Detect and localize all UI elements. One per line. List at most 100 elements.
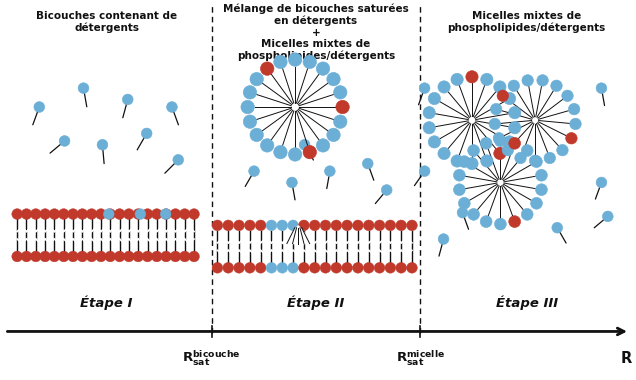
Ellipse shape xyxy=(438,81,450,93)
Ellipse shape xyxy=(336,100,349,114)
Ellipse shape xyxy=(250,128,263,142)
Ellipse shape xyxy=(494,218,506,230)
Ellipse shape xyxy=(352,220,363,231)
Ellipse shape xyxy=(21,209,32,219)
Ellipse shape xyxy=(481,155,493,167)
Text: $\mathbf{R}$: $\mathbf{R}$ xyxy=(620,350,633,366)
Ellipse shape xyxy=(288,53,302,66)
Ellipse shape xyxy=(363,263,374,273)
Ellipse shape xyxy=(509,106,521,119)
Text: Étape I: Étape I xyxy=(80,296,133,310)
Ellipse shape xyxy=(502,144,514,156)
Ellipse shape xyxy=(385,263,396,273)
Ellipse shape xyxy=(508,80,520,92)
Ellipse shape xyxy=(522,209,533,220)
Ellipse shape xyxy=(170,209,181,219)
Ellipse shape xyxy=(189,251,200,262)
Ellipse shape xyxy=(562,90,573,101)
Ellipse shape xyxy=(316,139,329,152)
Ellipse shape xyxy=(529,155,541,166)
Text: Bicouches contenant de
détergents: Bicouches contenant de détergents xyxy=(36,11,177,33)
Ellipse shape xyxy=(331,263,342,273)
Ellipse shape xyxy=(277,220,287,231)
Ellipse shape xyxy=(494,81,506,93)
Ellipse shape xyxy=(342,220,352,231)
Ellipse shape xyxy=(565,133,577,144)
Ellipse shape xyxy=(493,133,504,144)
Ellipse shape xyxy=(170,251,181,262)
Ellipse shape xyxy=(179,251,190,262)
Polygon shape xyxy=(282,226,314,244)
Ellipse shape xyxy=(327,73,340,86)
Ellipse shape xyxy=(244,220,255,231)
Ellipse shape xyxy=(303,55,317,69)
Ellipse shape xyxy=(494,147,506,160)
Ellipse shape xyxy=(481,73,493,86)
Ellipse shape xyxy=(59,251,69,262)
Ellipse shape xyxy=(12,209,22,219)
Ellipse shape xyxy=(105,209,116,219)
Ellipse shape xyxy=(86,251,97,262)
Ellipse shape xyxy=(480,138,492,149)
Text: Mélange de bicouches saturées
en détergents
+
Micelles mixtes de
phospholipides/: Mélange de bicouches saturées en déterge… xyxy=(223,3,409,62)
Ellipse shape xyxy=(530,156,543,168)
Ellipse shape xyxy=(438,147,450,160)
Ellipse shape xyxy=(277,263,287,273)
Ellipse shape xyxy=(273,55,287,69)
Ellipse shape xyxy=(466,71,478,83)
Ellipse shape xyxy=(12,251,22,262)
Ellipse shape xyxy=(266,220,277,231)
Ellipse shape xyxy=(480,216,492,228)
Ellipse shape xyxy=(67,251,78,262)
Ellipse shape xyxy=(556,144,568,156)
Ellipse shape xyxy=(522,145,533,157)
Ellipse shape xyxy=(490,103,502,115)
Ellipse shape xyxy=(250,73,263,86)
Ellipse shape xyxy=(504,136,516,148)
Ellipse shape xyxy=(104,209,114,219)
Ellipse shape xyxy=(363,158,373,169)
Ellipse shape xyxy=(316,62,329,75)
Ellipse shape xyxy=(494,135,506,147)
Ellipse shape xyxy=(480,162,521,203)
Ellipse shape xyxy=(536,169,548,181)
Ellipse shape xyxy=(530,197,543,209)
Ellipse shape xyxy=(536,184,548,196)
Ellipse shape xyxy=(552,222,563,233)
Ellipse shape xyxy=(467,145,480,157)
Ellipse shape xyxy=(303,146,317,159)
Ellipse shape xyxy=(309,263,320,273)
Ellipse shape xyxy=(544,152,555,164)
Ellipse shape xyxy=(272,84,319,130)
Ellipse shape xyxy=(243,115,257,128)
Ellipse shape xyxy=(451,99,494,141)
Ellipse shape xyxy=(352,263,363,273)
Ellipse shape xyxy=(241,100,254,114)
Ellipse shape xyxy=(298,220,309,231)
Ellipse shape xyxy=(396,220,406,231)
Ellipse shape xyxy=(551,80,562,92)
Ellipse shape xyxy=(123,251,134,262)
Ellipse shape xyxy=(423,106,436,119)
Ellipse shape xyxy=(438,234,449,244)
Ellipse shape xyxy=(122,94,133,105)
Ellipse shape xyxy=(21,251,32,262)
Ellipse shape xyxy=(67,209,78,219)
Ellipse shape xyxy=(223,220,233,231)
Ellipse shape xyxy=(212,220,223,231)
Ellipse shape xyxy=(167,101,177,112)
Ellipse shape xyxy=(309,220,320,231)
Ellipse shape xyxy=(466,157,478,170)
Ellipse shape xyxy=(95,251,106,262)
Ellipse shape xyxy=(288,148,302,161)
Ellipse shape xyxy=(333,115,347,128)
Ellipse shape xyxy=(374,263,385,273)
Ellipse shape xyxy=(243,86,257,99)
Ellipse shape xyxy=(142,251,153,262)
Ellipse shape xyxy=(515,152,526,164)
Ellipse shape xyxy=(537,74,548,86)
Ellipse shape xyxy=(320,220,331,231)
Ellipse shape xyxy=(428,92,441,105)
Ellipse shape xyxy=(161,209,172,219)
Text: Micelles mixtes de
phospholipides/détergents: Micelles mixtes de phospholipides/déterg… xyxy=(448,11,605,33)
